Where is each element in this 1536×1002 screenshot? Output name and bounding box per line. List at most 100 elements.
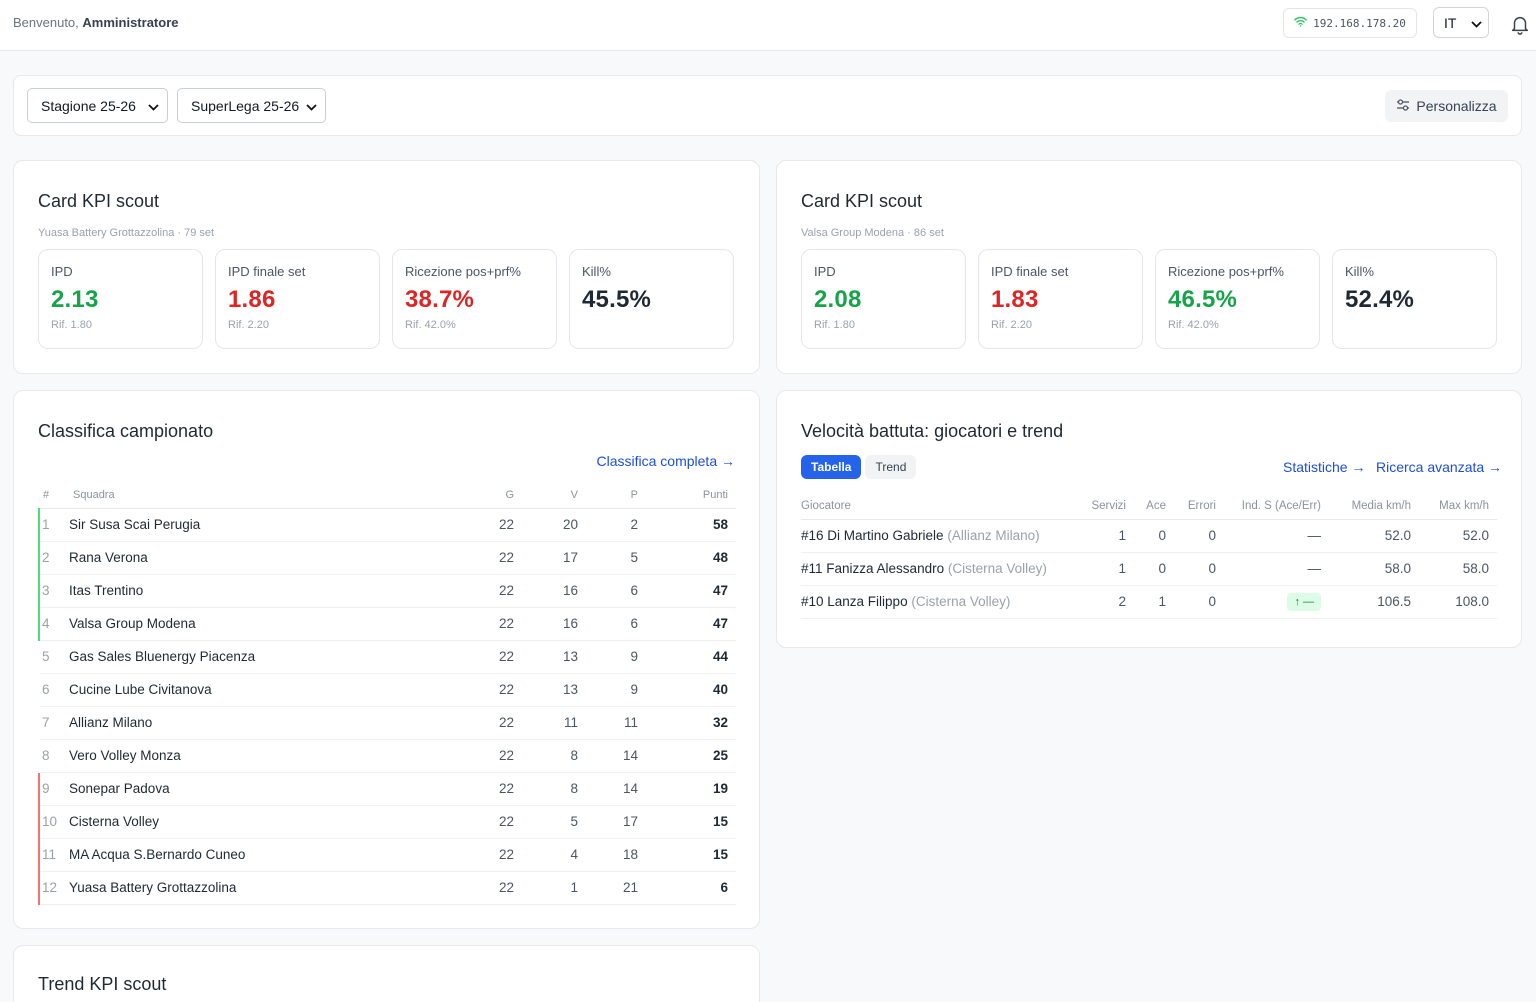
kpi-reference: Rif. 1.80 bbox=[51, 319, 92, 331]
games-played: 22 bbox=[462, 805, 522, 839]
wins: 13 bbox=[522, 640, 586, 674]
table-row[interactable]: 1 Sir Susa Scai Perugia 22 20 2 58 bbox=[38, 508, 736, 542]
team-name: Vero Volley Monza bbox=[69, 739, 462, 773]
column-header[interactable]: Media km/h bbox=[1329, 493, 1419, 520]
table-row[interactable]: 3 Itas Trentino 22 16 6 47 bbox=[38, 574, 736, 608]
top-bar: Benvenuto, Amministratore 192.168.178.20… bbox=[0, 0, 1536, 51]
wins: 8 bbox=[522, 772, 586, 806]
player-name: #16 Di Martino Gabriele bbox=[801, 528, 944, 543]
points: 19 bbox=[646, 772, 736, 806]
table-row[interactable]: 12 Yuasa Battery Grottazzolina 22 1 21 6 bbox=[38, 871, 736, 905]
points: 15 bbox=[646, 805, 736, 839]
kpi-value: 52.4% bbox=[1345, 286, 1415, 313]
index-value: — bbox=[1307, 561, 1322, 576]
kpi-value: 2.13 bbox=[51, 286, 99, 313]
player-name: #11 Fanizza Alessandro bbox=[801, 561, 945, 576]
avg-speed: 106.5 bbox=[1329, 585, 1419, 619]
points: 40 bbox=[646, 673, 736, 707]
team-rank: 4 bbox=[38, 607, 69, 641]
column-header[interactable]: Ace bbox=[1134, 493, 1174, 520]
team-rank: 5 bbox=[39, 640, 69, 674]
customize-button[interactable]: Personalizza bbox=[1385, 90, 1508, 122]
serve-index: — bbox=[1224, 519, 1329, 553]
team-rank: 3 bbox=[38, 574, 69, 608]
column-header[interactable]: Ind. S (Ace/Err) bbox=[1224, 493, 1329, 520]
wins: 16 bbox=[522, 574, 586, 608]
team-name: Rana Verona bbox=[69, 541, 462, 575]
kpi-label: IPD finale set bbox=[991, 264, 1069, 279]
column-header[interactable]: Servizi bbox=[1084, 493, 1134, 520]
points: 48 bbox=[646, 541, 736, 575]
advanced-search-link[interactable]: Ricerca avanzata → bbox=[1376, 459, 1503, 475]
table-row[interactable]: 7 Allianz Milano 22 11 11 32 bbox=[39, 706, 736, 740]
view-tabs: Tabella Trend bbox=[801, 455, 917, 479]
chevron-down-icon bbox=[306, 98, 317, 114]
team-rank: 9 bbox=[38, 772, 69, 806]
wins: 1 bbox=[522, 871, 586, 905]
serve-speed-title: Velocità battuta: giocatori e trend bbox=[801, 421, 1064, 441]
tab-table[interactable]: Tabella bbox=[801, 455, 862, 479]
wins: 13 bbox=[522, 673, 586, 707]
avg-speed: 52.0 bbox=[1329, 519, 1419, 553]
table-row[interactable]: 5 Gas Sales Bluenergy Piacenza 22 13 9 44 bbox=[39, 640, 736, 674]
column-header[interactable]: G bbox=[462, 483, 522, 509]
losses: 6 bbox=[586, 607, 646, 641]
table-row[interactable]: #11 Fanizza Alessandro (Cisterna Volley)… bbox=[801, 552, 1497, 586]
kpi-label: Kill% bbox=[582, 264, 611, 279]
wins: 20 bbox=[522, 508, 586, 542]
kpi-value: 2.08 bbox=[814, 286, 862, 313]
kpi-tile: Kill% 52.4% bbox=[1332, 249, 1497, 349]
column-header[interactable]: V bbox=[522, 483, 586, 509]
table-row[interactable]: #10 Lanza Filippo (Cisterna Volley) 2 1 0 ↑ … bbox=[801, 585, 1497, 619]
table-row[interactable]: 4 Valsa Group Modena 22 16 6 47 bbox=[38, 607, 736, 641]
season-select[interactable]: Stagione 25-26 bbox=[27, 88, 168, 123]
games-played: 22 bbox=[462, 673, 522, 707]
statistics-link[interactable]: Statistiche → bbox=[1283, 459, 1366, 475]
table-row[interactable]: 8 Vero Volley Monza 22 8 14 25 bbox=[39, 739, 736, 773]
table-row[interactable]: #16 Di Martino Gabriele (Allianz Milano)… bbox=[801, 519, 1497, 553]
kpi-card-home: Card KPI scout Yuasa Battery Grottazzoli… bbox=[13, 160, 760, 374]
column-header[interactable]: Punti bbox=[646, 483, 736, 509]
team-rank: 7 bbox=[39, 706, 69, 740]
player-team: (Cisterna Volley) bbox=[947, 561, 1047, 576]
column-header[interactable]: Max km/h bbox=[1419, 493, 1497, 520]
games-played: 22 bbox=[462, 640, 522, 674]
kpi-label: Ricezione pos+prf% bbox=[1168, 264, 1284, 279]
serves-count: 1 bbox=[1084, 519, 1134, 553]
kpi-label: Kill% bbox=[1345, 264, 1374, 279]
points: 6 bbox=[646, 871, 736, 905]
max-speed: 108.0 bbox=[1419, 585, 1497, 619]
table-row[interactable]: 11 MA Acqua S.Bernardo Cuneo 22 4 18 15 bbox=[38, 838, 736, 872]
kpi-tile: IPD finale set 1.86 Rif. 2.20 bbox=[215, 249, 380, 349]
column-header[interactable]: Errori bbox=[1174, 493, 1224, 520]
table-row[interactable]: 10 Cisterna Volley 22 5 17 15 bbox=[38, 805, 736, 839]
serve-index: — bbox=[1224, 552, 1329, 586]
team-name: Valsa Group Modena bbox=[69, 607, 462, 641]
column-header[interactable]: P bbox=[586, 483, 646, 509]
table-row[interactable]: 6 Cucine Lube Civitanova 22 13 9 40 bbox=[39, 673, 736, 707]
points: 15 bbox=[646, 838, 736, 872]
serve-speed-table: Giocatore Servizi Ace Errori Ind. S (Ace… bbox=[801, 493, 1497, 619]
season-value: Stagione 25-26 bbox=[41, 97, 136, 114]
table-row[interactable]: 9 Sonepar Padova 22 8 14 19 bbox=[38, 772, 736, 806]
card-title: Card KPI scout bbox=[801, 191, 923, 211]
language-select[interactable]: IT bbox=[1433, 7, 1489, 38]
losses: 18 bbox=[586, 838, 646, 872]
chevron-down-icon bbox=[148, 98, 159, 114]
kpi-reference: Rif. 42.0% bbox=[405, 319, 456, 331]
team-name: Itas Trentino bbox=[69, 574, 462, 608]
losses: 6 bbox=[586, 574, 646, 608]
avg-speed: 58.0 bbox=[1329, 552, 1419, 586]
losses: 17 bbox=[586, 805, 646, 839]
customize-label: Personalizza bbox=[1416, 98, 1497, 114]
table-row[interactable]: 2 Rana Verona 22 17 5 48 bbox=[38, 541, 736, 575]
full-standings-link[interactable]: Classifica completa → bbox=[596, 453, 736, 469]
bell-icon[interactable] bbox=[1509, 13, 1531, 35]
trend-title: Trend KPI scout bbox=[38, 974, 167, 994]
kpi-label: IPD bbox=[814, 264, 836, 279]
points: 58 bbox=[646, 508, 736, 542]
team-name: MA Acqua S.Bernardo Cuneo bbox=[69, 838, 462, 872]
serves-count: 1 bbox=[1084, 552, 1134, 586]
league-select[interactable]: SuperLega 25-26 bbox=[177, 88, 326, 123]
tab-trend[interactable]: Trend bbox=[865, 455, 917, 479]
